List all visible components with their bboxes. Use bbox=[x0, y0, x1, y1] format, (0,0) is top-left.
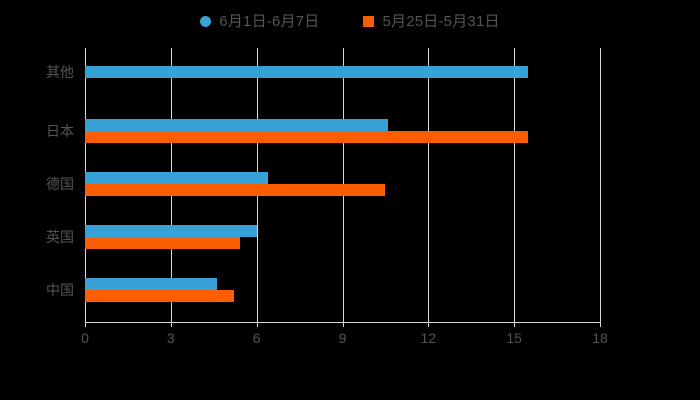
x-tick-mark bbox=[342, 322, 344, 327]
y-category-label: 日本 bbox=[46, 123, 74, 139]
gridline bbox=[514, 48, 516, 322]
x-tick-mark bbox=[170, 322, 172, 327]
x-tick-mark bbox=[428, 322, 430, 327]
x-tick-label: 3 bbox=[166, 330, 175, 346]
legend-circle-marker-icon bbox=[200, 15, 212, 27]
bar-其他-6月1日-6月7日[interactable] bbox=[85, 66, 529, 78]
x-tick-label: 6 bbox=[252, 330, 261, 346]
legend-item-series-1[interactable]: 6月1日-6月7日 bbox=[200, 14, 319, 29]
x-tick-label: 18 bbox=[592, 330, 608, 346]
plot-area bbox=[85, 48, 600, 322]
chart-legend: 6月1日-6月7日 5月25日-5月31日 bbox=[0, 8, 700, 34]
legend-label-series-2: 5月25日-5月31日 bbox=[382, 12, 500, 30]
gridline bbox=[428, 48, 430, 322]
bar-英国-6月1日-6月7日[interactable] bbox=[85, 225, 257, 237]
x-tick-label: 9 bbox=[338, 330, 347, 346]
bar-中国-6月1日-6月7日[interactable] bbox=[85, 278, 217, 290]
x-tick-mark bbox=[85, 322, 86, 327]
legend-item-series-2[interactable]: 5月25日-5月31日 bbox=[363, 12, 500, 30]
bar-日本-6月1日-6月7日[interactable] bbox=[85, 119, 389, 131]
legend-label-series-1: 6月1日-6月7日 bbox=[219, 12, 320, 30]
x-tick-label: 0 bbox=[81, 330, 89, 346]
x-tick-label: 12 bbox=[420, 330, 437, 346]
bar-德国-5月25日-5月31日[interactable] bbox=[85, 184, 386, 196]
x-tick-mark bbox=[514, 322, 516, 327]
y-category-label: 英国 bbox=[46, 229, 74, 245]
bar-日本-5月25日-5月31日[interactable] bbox=[85, 131, 529, 143]
y-category-label: 德国 bbox=[46, 176, 74, 192]
x-tick-mark bbox=[256, 322, 258, 327]
legend-square-marker-icon bbox=[363, 15, 375, 27]
gridline bbox=[600, 48, 601, 322]
bar-英国-5月25日-5月31日[interactable] bbox=[85, 237, 240, 249]
y-category-label: 中国 bbox=[46, 282, 74, 298]
y-category-label: 其他 bbox=[46, 64, 74, 80]
x-tick-mark bbox=[600, 322, 601, 327]
bar-中国-5月25日-5月31日[interactable] bbox=[85, 290, 234, 302]
bar-德国-6月1日-6月7日[interactable] bbox=[85, 172, 269, 184]
x-tick-label: 15 bbox=[506, 330, 522, 346]
